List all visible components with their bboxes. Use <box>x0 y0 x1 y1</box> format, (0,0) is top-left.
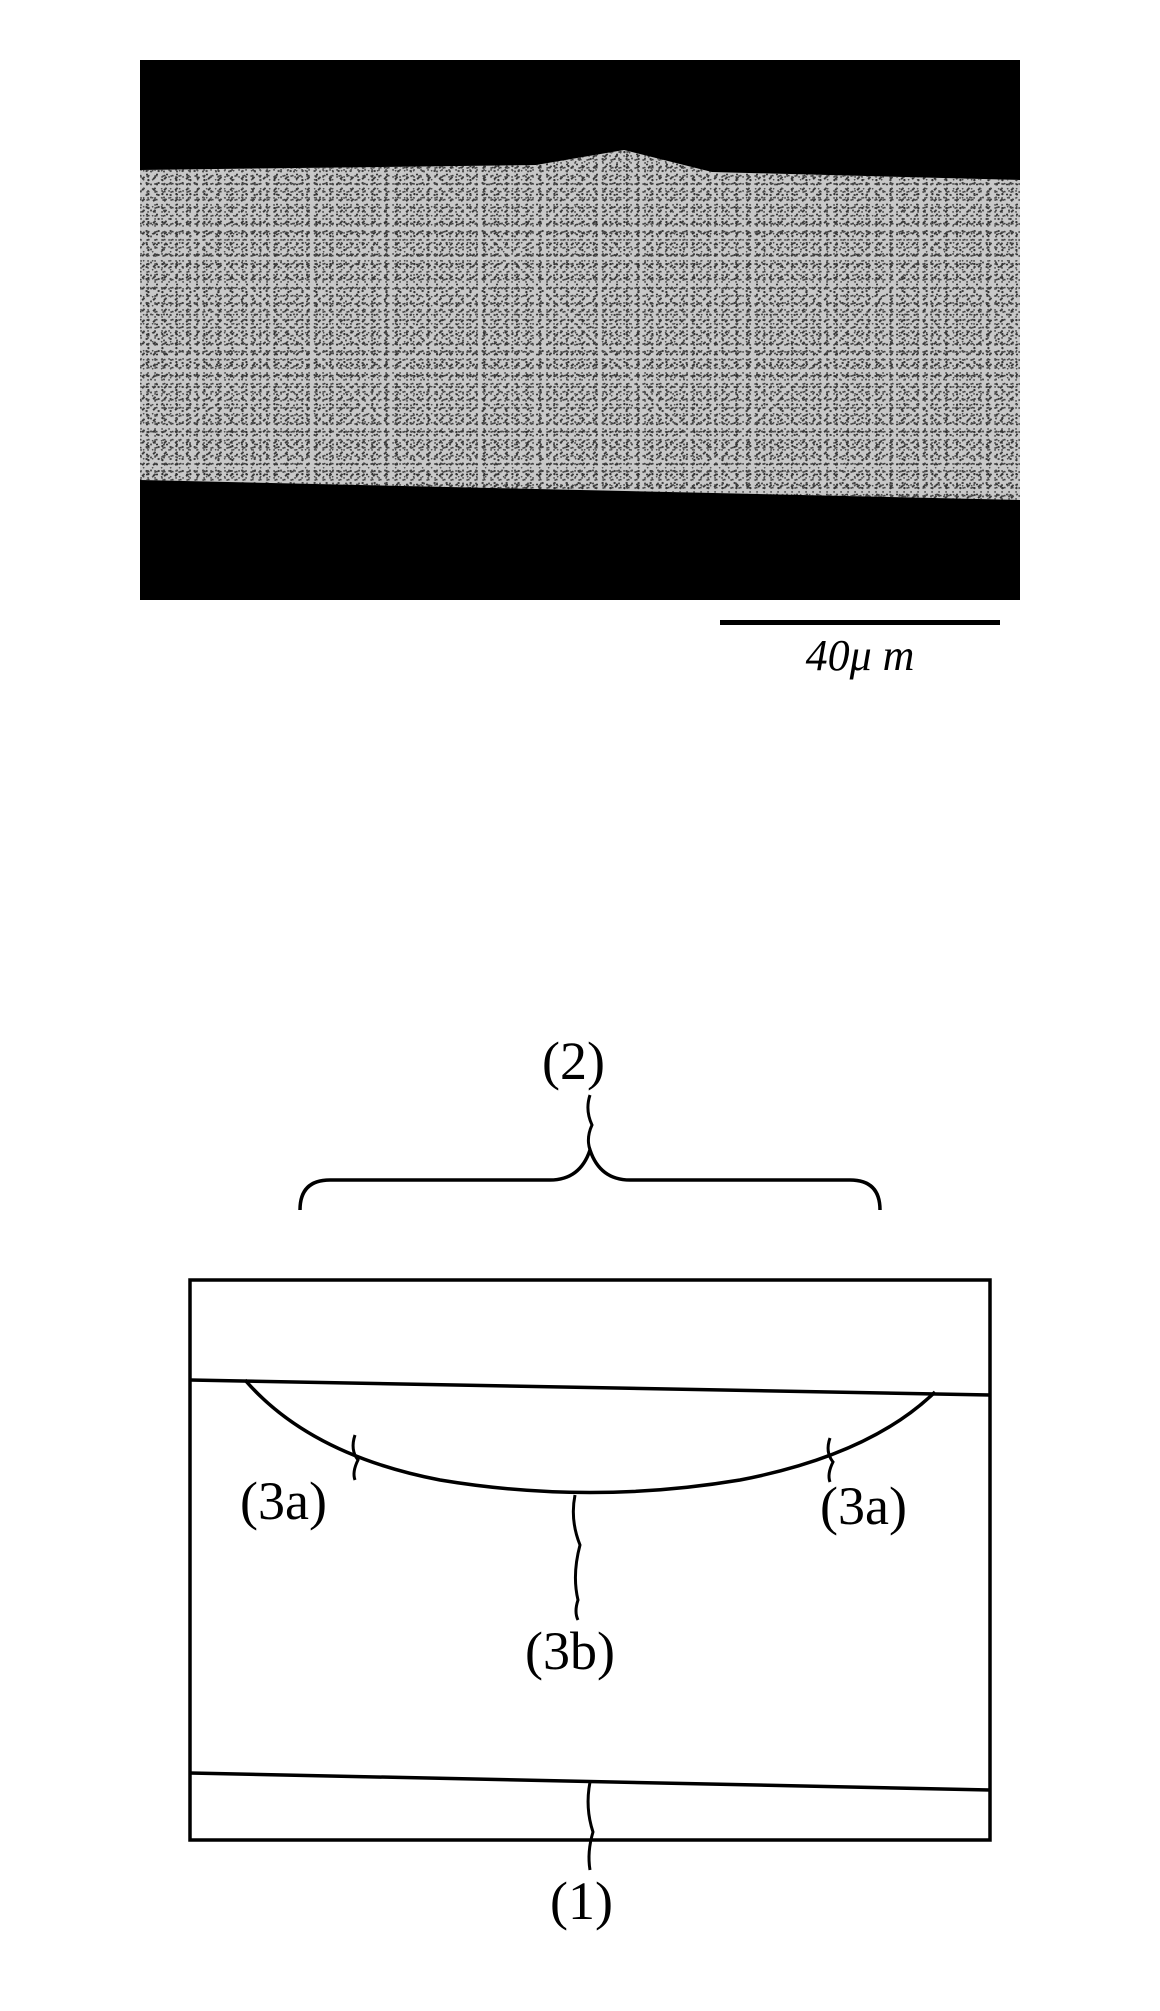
label-2: (2) <box>542 1030 605 1092</box>
label-3a-left: (3a) <box>240 1470 327 1532</box>
scale-unit: m <box>883 631 915 680</box>
micrograph-figure: 40μ m <box>140 60 1020 600</box>
scale-bar-label: 40μ m <box>720 630 1000 681</box>
label-1: (1) <box>550 1870 613 1932</box>
top-brace <box>300 1095 880 1210</box>
micrograph-image <box>140 60 1020 600</box>
scale-bar-line <box>720 620 1000 625</box>
label-3b: (3b) <box>525 1620 615 1682</box>
scale-unit-prefix: μ <box>850 631 872 680</box>
label-3a-right: (3a) <box>820 1475 907 1537</box>
micrograph-grain-texture <box>140 150 1020 500</box>
micrograph-wrapper <box>140 60 1020 600</box>
top-boundary-line <box>190 1380 990 1395</box>
diagram-box <box>190 1280 990 1840</box>
leader-1 <box>588 1782 593 1870</box>
diagram-svg <box>130 1000 1050 1920</box>
schematic-diagram: (2) (3a) (3a) (3b) (1) <box>130 1000 1050 1920</box>
leader-3a-left <box>353 1435 358 1480</box>
micrograph-material-band <box>140 150 1020 500</box>
scale-bar: 40μ m <box>720 620 1000 681</box>
scale-value: 40 <box>806 631 850 680</box>
leader-3b <box>573 1495 580 1620</box>
